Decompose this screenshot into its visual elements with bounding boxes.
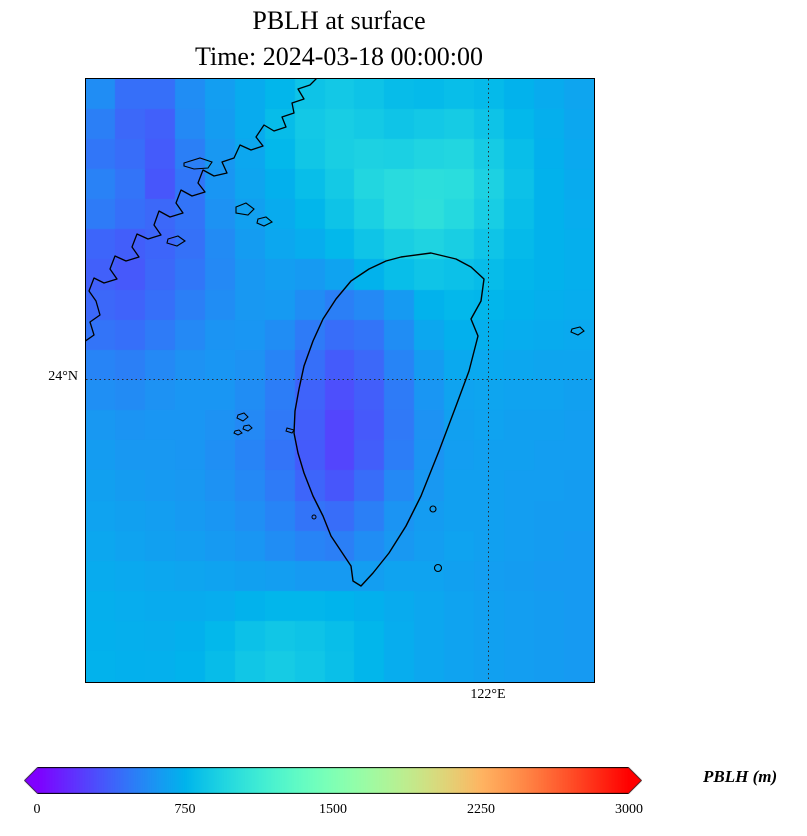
coastline-overlay	[86, 79, 594, 682]
island-outline	[570, 326, 585, 336]
island-outline	[311, 514, 317, 520]
island-outline	[235, 202, 255, 216]
island-outline	[233, 429, 243, 436]
china-coastline	[86, 79, 317, 342]
island-outline	[256, 216, 273, 227]
colorbar-tick-label: 0	[33, 802, 41, 817]
lon-tick-label: 122°E	[470, 687, 506, 702]
colorbar-tick-label: 750	[174, 802, 196, 817]
colorbar-tick-label: 3000	[615, 802, 643, 817]
colorbar	[24, 767, 642, 794]
island-outline	[285, 427, 295, 434]
island-outline	[429, 505, 437, 513]
colorbar-tick-label: 2250	[467, 802, 495, 817]
colorbar-canvas	[24, 767, 642, 794]
colorbar-label: PBLH (m)	[703, 767, 778, 786]
pblh-heatmap-canvas	[86, 79, 594, 682]
island-outline	[236, 412, 249, 422]
plot-title: PBLH at surface	[252, 6, 426, 35]
taiwan-coastline	[293, 252, 485, 587]
plot-subtitle: Time: 2024-03-18 00:00:00	[195, 42, 483, 71]
island-outline	[242, 424, 253, 432]
colorbar-tick-label: 1500	[319, 802, 347, 817]
island-outline	[433, 563, 443, 573]
island-outline	[183, 157, 213, 170]
lat-tick-label: 24°N	[48, 369, 78, 384]
map-panel	[85, 78, 595, 683]
island-outline	[166, 235, 186, 247]
